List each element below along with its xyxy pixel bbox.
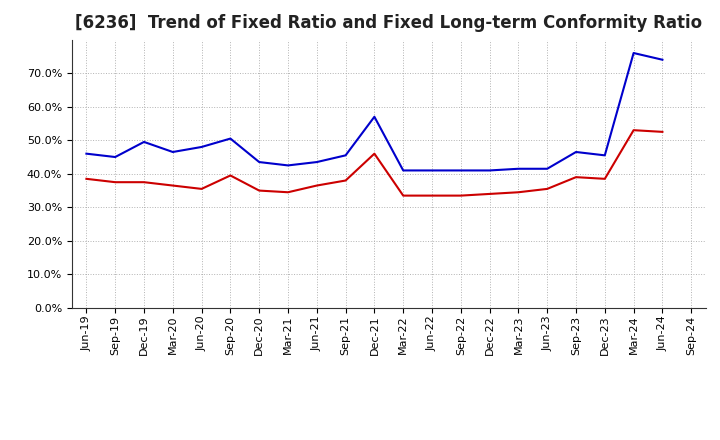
Fixed Ratio xyxy=(543,166,552,172)
Fixed Long-term Conformity Ratio xyxy=(600,176,609,181)
Fixed Ratio xyxy=(168,149,177,154)
Fixed Ratio xyxy=(399,168,408,173)
Fixed Ratio xyxy=(140,139,148,145)
Fixed Ratio xyxy=(82,151,91,156)
Fixed Long-term Conformity Ratio xyxy=(399,193,408,198)
Fixed Long-term Conformity Ratio xyxy=(111,180,120,185)
Fixed Long-term Conformity Ratio xyxy=(572,175,580,180)
Fixed Long-term Conformity Ratio xyxy=(456,193,465,198)
Line: Fixed Ratio: Fixed Ratio xyxy=(86,53,662,170)
Line: Fixed Long-term Conformity Ratio: Fixed Long-term Conformity Ratio xyxy=(86,130,662,196)
Fixed Ratio xyxy=(255,159,264,165)
Fixed Ratio xyxy=(485,168,494,173)
Fixed Ratio xyxy=(456,168,465,173)
Fixed Ratio xyxy=(341,153,350,158)
Fixed Long-term Conformity Ratio xyxy=(370,151,379,156)
Fixed Long-term Conformity Ratio xyxy=(514,190,523,195)
Fixed Ratio xyxy=(284,163,292,168)
Fixed Ratio xyxy=(600,153,609,158)
Fixed Long-term Conformity Ratio xyxy=(226,173,235,178)
Fixed Ratio xyxy=(197,144,206,150)
Fixed Long-term Conformity Ratio xyxy=(140,180,148,185)
Fixed Ratio xyxy=(312,159,321,165)
Fixed Ratio xyxy=(572,149,580,154)
Fixed Long-term Conformity Ratio xyxy=(341,178,350,183)
Fixed Long-term Conformity Ratio xyxy=(629,128,638,133)
Fixed Long-term Conformity Ratio xyxy=(543,186,552,191)
Fixed Ratio xyxy=(370,114,379,119)
Fixed Long-term Conformity Ratio xyxy=(284,190,292,195)
Fixed Long-term Conformity Ratio xyxy=(658,129,667,135)
Fixed Long-term Conformity Ratio xyxy=(428,193,436,198)
Fixed Ratio xyxy=(226,136,235,141)
Fixed Long-term Conformity Ratio xyxy=(168,183,177,188)
Fixed Long-term Conformity Ratio xyxy=(255,188,264,193)
Fixed Ratio xyxy=(428,168,436,173)
Fixed Long-term Conformity Ratio xyxy=(312,183,321,188)
Title: [6236]  Trend of Fixed Ratio and Fixed Long-term Conformity Ratio: [6236] Trend of Fixed Ratio and Fixed Lo… xyxy=(75,15,703,33)
Fixed Ratio xyxy=(514,166,523,172)
Fixed Ratio xyxy=(658,57,667,62)
Fixed Long-term Conformity Ratio xyxy=(197,186,206,191)
Fixed Long-term Conformity Ratio xyxy=(485,191,494,197)
Fixed Ratio xyxy=(629,50,638,55)
Fixed Ratio xyxy=(111,154,120,160)
Fixed Long-term Conformity Ratio xyxy=(82,176,91,181)
